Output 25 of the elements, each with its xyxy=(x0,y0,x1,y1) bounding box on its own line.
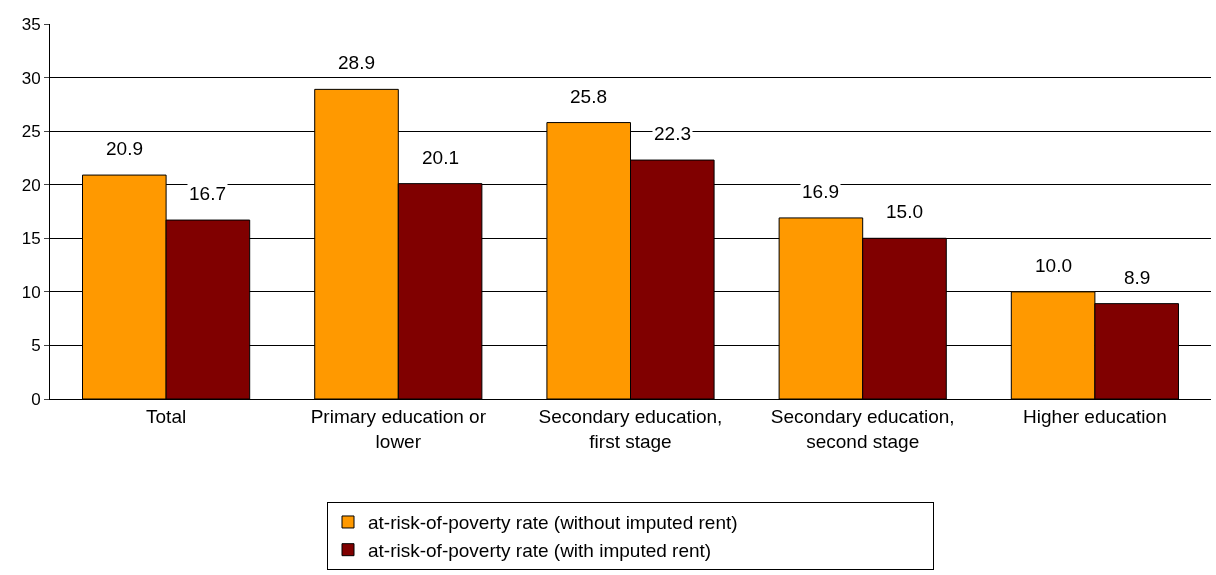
x-tick-label: Higher education xyxy=(1023,405,1167,427)
data-label: 16.7 xyxy=(189,183,226,204)
data-label: 20.1 xyxy=(422,147,459,168)
y-tick-label: 35 xyxy=(21,14,41,34)
data-label: 10.0 xyxy=(1035,255,1072,276)
y-tick-label: 0 xyxy=(31,389,41,409)
data-label: 22.3 xyxy=(654,123,691,144)
y-tick-label: 20 xyxy=(21,175,41,195)
data-label: 28.9 xyxy=(338,52,375,73)
legend-label: at-risk-of-poverty rate (without imputed rent) xyxy=(368,512,738,534)
y-tick-label: 25 xyxy=(21,122,41,142)
y-tick-label: 10 xyxy=(21,282,41,302)
x-tick-label: Total xyxy=(146,405,187,427)
data-label: 8.9 xyxy=(1124,267,1151,288)
y-tick-label: 15 xyxy=(21,229,41,249)
data-label: 15.0 xyxy=(886,201,923,222)
y-tick-label: 30 xyxy=(21,68,41,88)
legend-label: at-risk-of-poverty rate (with imputed rent) xyxy=(368,540,712,562)
y-tick-label: 5 xyxy=(31,336,41,356)
data-label: 16.9 xyxy=(802,181,839,202)
x-tick-label: Primary education or lower xyxy=(310,405,487,452)
x-tick-label: Secondary education, second stage xyxy=(770,405,955,452)
data-label: 20.9 xyxy=(106,138,143,159)
x-tick-label: Secondary education, first stage xyxy=(538,405,723,452)
data-label: 25.8 xyxy=(570,86,607,107)
